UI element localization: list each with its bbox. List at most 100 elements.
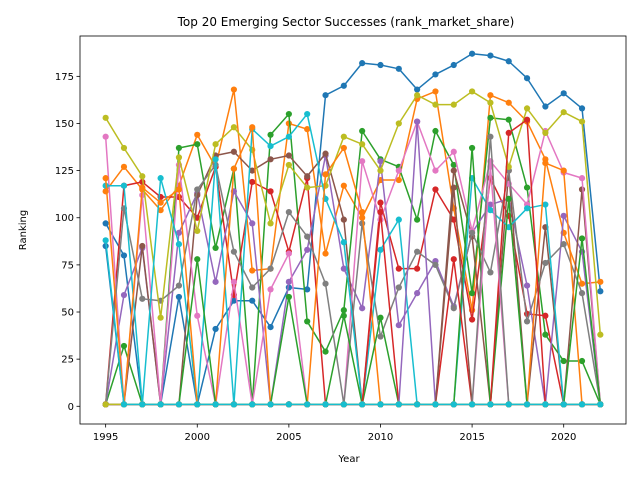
series-9-point (340, 133, 347, 140)
series-20-point (505, 401, 512, 408)
series-7-point (285, 250, 292, 257)
series-13-point (340, 312, 347, 319)
series-4-point (267, 188, 274, 195)
series-3-point (120, 342, 128, 350)
series-12-point (139, 184, 146, 191)
series-4-point (249, 178, 256, 186)
series-8-point (542, 259, 549, 267)
series-20-point (194, 401, 201, 408)
series-19-point (102, 401, 109, 408)
series-7-point (578, 175, 586, 182)
series-3-point (432, 127, 439, 135)
series-5-point (285, 278, 292, 285)
series-1-point (432, 71, 439, 78)
series-8-point (560, 241, 567, 248)
series-2-point (120, 163, 128, 170)
series-5-point (560, 212, 567, 219)
series-6-point (249, 167, 256, 174)
series-20-point (578, 401, 586, 408)
series-3-point (322, 348, 329, 355)
series-3-point (414, 216, 421, 223)
series-3-point (285, 110, 292, 118)
x-tick-label: 1995 (93, 432, 118, 443)
series-9 (102, 88, 604, 338)
series-20-point (395, 401, 402, 408)
series-1-point (120, 252, 128, 259)
series-1-point (597, 288, 604, 295)
series-2-point (340, 182, 347, 189)
series-3-point (542, 331, 549, 338)
series-3-point (212, 244, 219, 252)
series-18-point (487, 133, 494, 140)
series-20-line (104, 240, 601, 406)
series-1-point (377, 61, 384, 69)
series-4-point (395, 265, 402, 272)
series-4-point (542, 312, 549, 319)
series-8-point (414, 248, 421, 255)
series-20-point (120, 401, 128, 408)
y-tick-label: 175 (55, 72, 74, 83)
x-tick-label: 2005 (276, 432, 301, 443)
series-1-point (359, 60, 366, 67)
chart-title: Top 20 Emerging Sector Successes (rank_m… (177, 15, 515, 29)
series-2-point (597, 278, 604, 285)
series-2-point (304, 126, 311, 133)
plot-frame (79, 35, 627, 425)
series-8-point (322, 280, 329, 287)
series-9-point (157, 314, 164, 321)
series-12-point (359, 208, 366, 216)
x-tick-label: 2010 (368, 432, 393, 443)
series-2-point (578, 280, 586, 287)
series-8-point (175, 282, 183, 289)
series-1-point (230, 297, 238, 304)
series-10-point (175, 241, 183, 248)
series-20-point (175, 401, 183, 408)
series-1-point (523, 75, 531, 82)
series-1-point (578, 105, 586, 112)
series-8-point (377, 333, 384, 340)
series-8-point (487, 269, 494, 276)
series-7-point (359, 158, 366, 165)
series-20-point (340, 401, 347, 408)
series-13-point (194, 256, 201, 263)
series-9-point (194, 227, 201, 235)
series-6-point (322, 150, 329, 157)
series-3-point (505, 116, 512, 123)
series-20-point (139, 401, 146, 408)
series-2-point (487, 92, 494, 99)
series-4-point (414, 265, 421, 272)
series-8-point (230, 248, 238, 255)
series-7-point (267, 286, 274, 293)
series-3-point (450, 161, 457, 169)
series-20-point (414, 401, 421, 408)
series-10-point (523, 205, 531, 212)
series-5-point (395, 322, 402, 329)
series-20-point (285, 401, 292, 408)
series-3-point (578, 357, 586, 365)
series-3-point (304, 318, 311, 325)
series-10-point (267, 143, 274, 150)
series-3-point (194, 141, 201, 148)
series-1-point (249, 297, 256, 304)
series-20-point (597, 401, 604, 408)
series-20-point (487, 401, 494, 408)
series-9-point (523, 105, 531, 112)
series-1-point (212, 325, 219, 333)
series-12-point (542, 159, 549, 167)
series-6-point (340, 216, 347, 223)
series-14-point (377, 208, 384, 216)
series-1-point (560, 90, 567, 97)
series-9-point (359, 141, 366, 148)
series-20-point (542, 401, 549, 408)
series-9-point (212, 141, 219, 148)
series-16-point (450, 184, 457, 191)
series-layer (102, 50, 604, 408)
series-9-point (285, 161, 292, 169)
series-1-point (468, 50, 476, 57)
series-1-point (175, 293, 183, 301)
series-20 (102, 237, 604, 408)
series-10-point (157, 175, 164, 182)
series-20-point (359, 401, 366, 408)
x-tick-label: 2000 (185, 432, 210, 443)
